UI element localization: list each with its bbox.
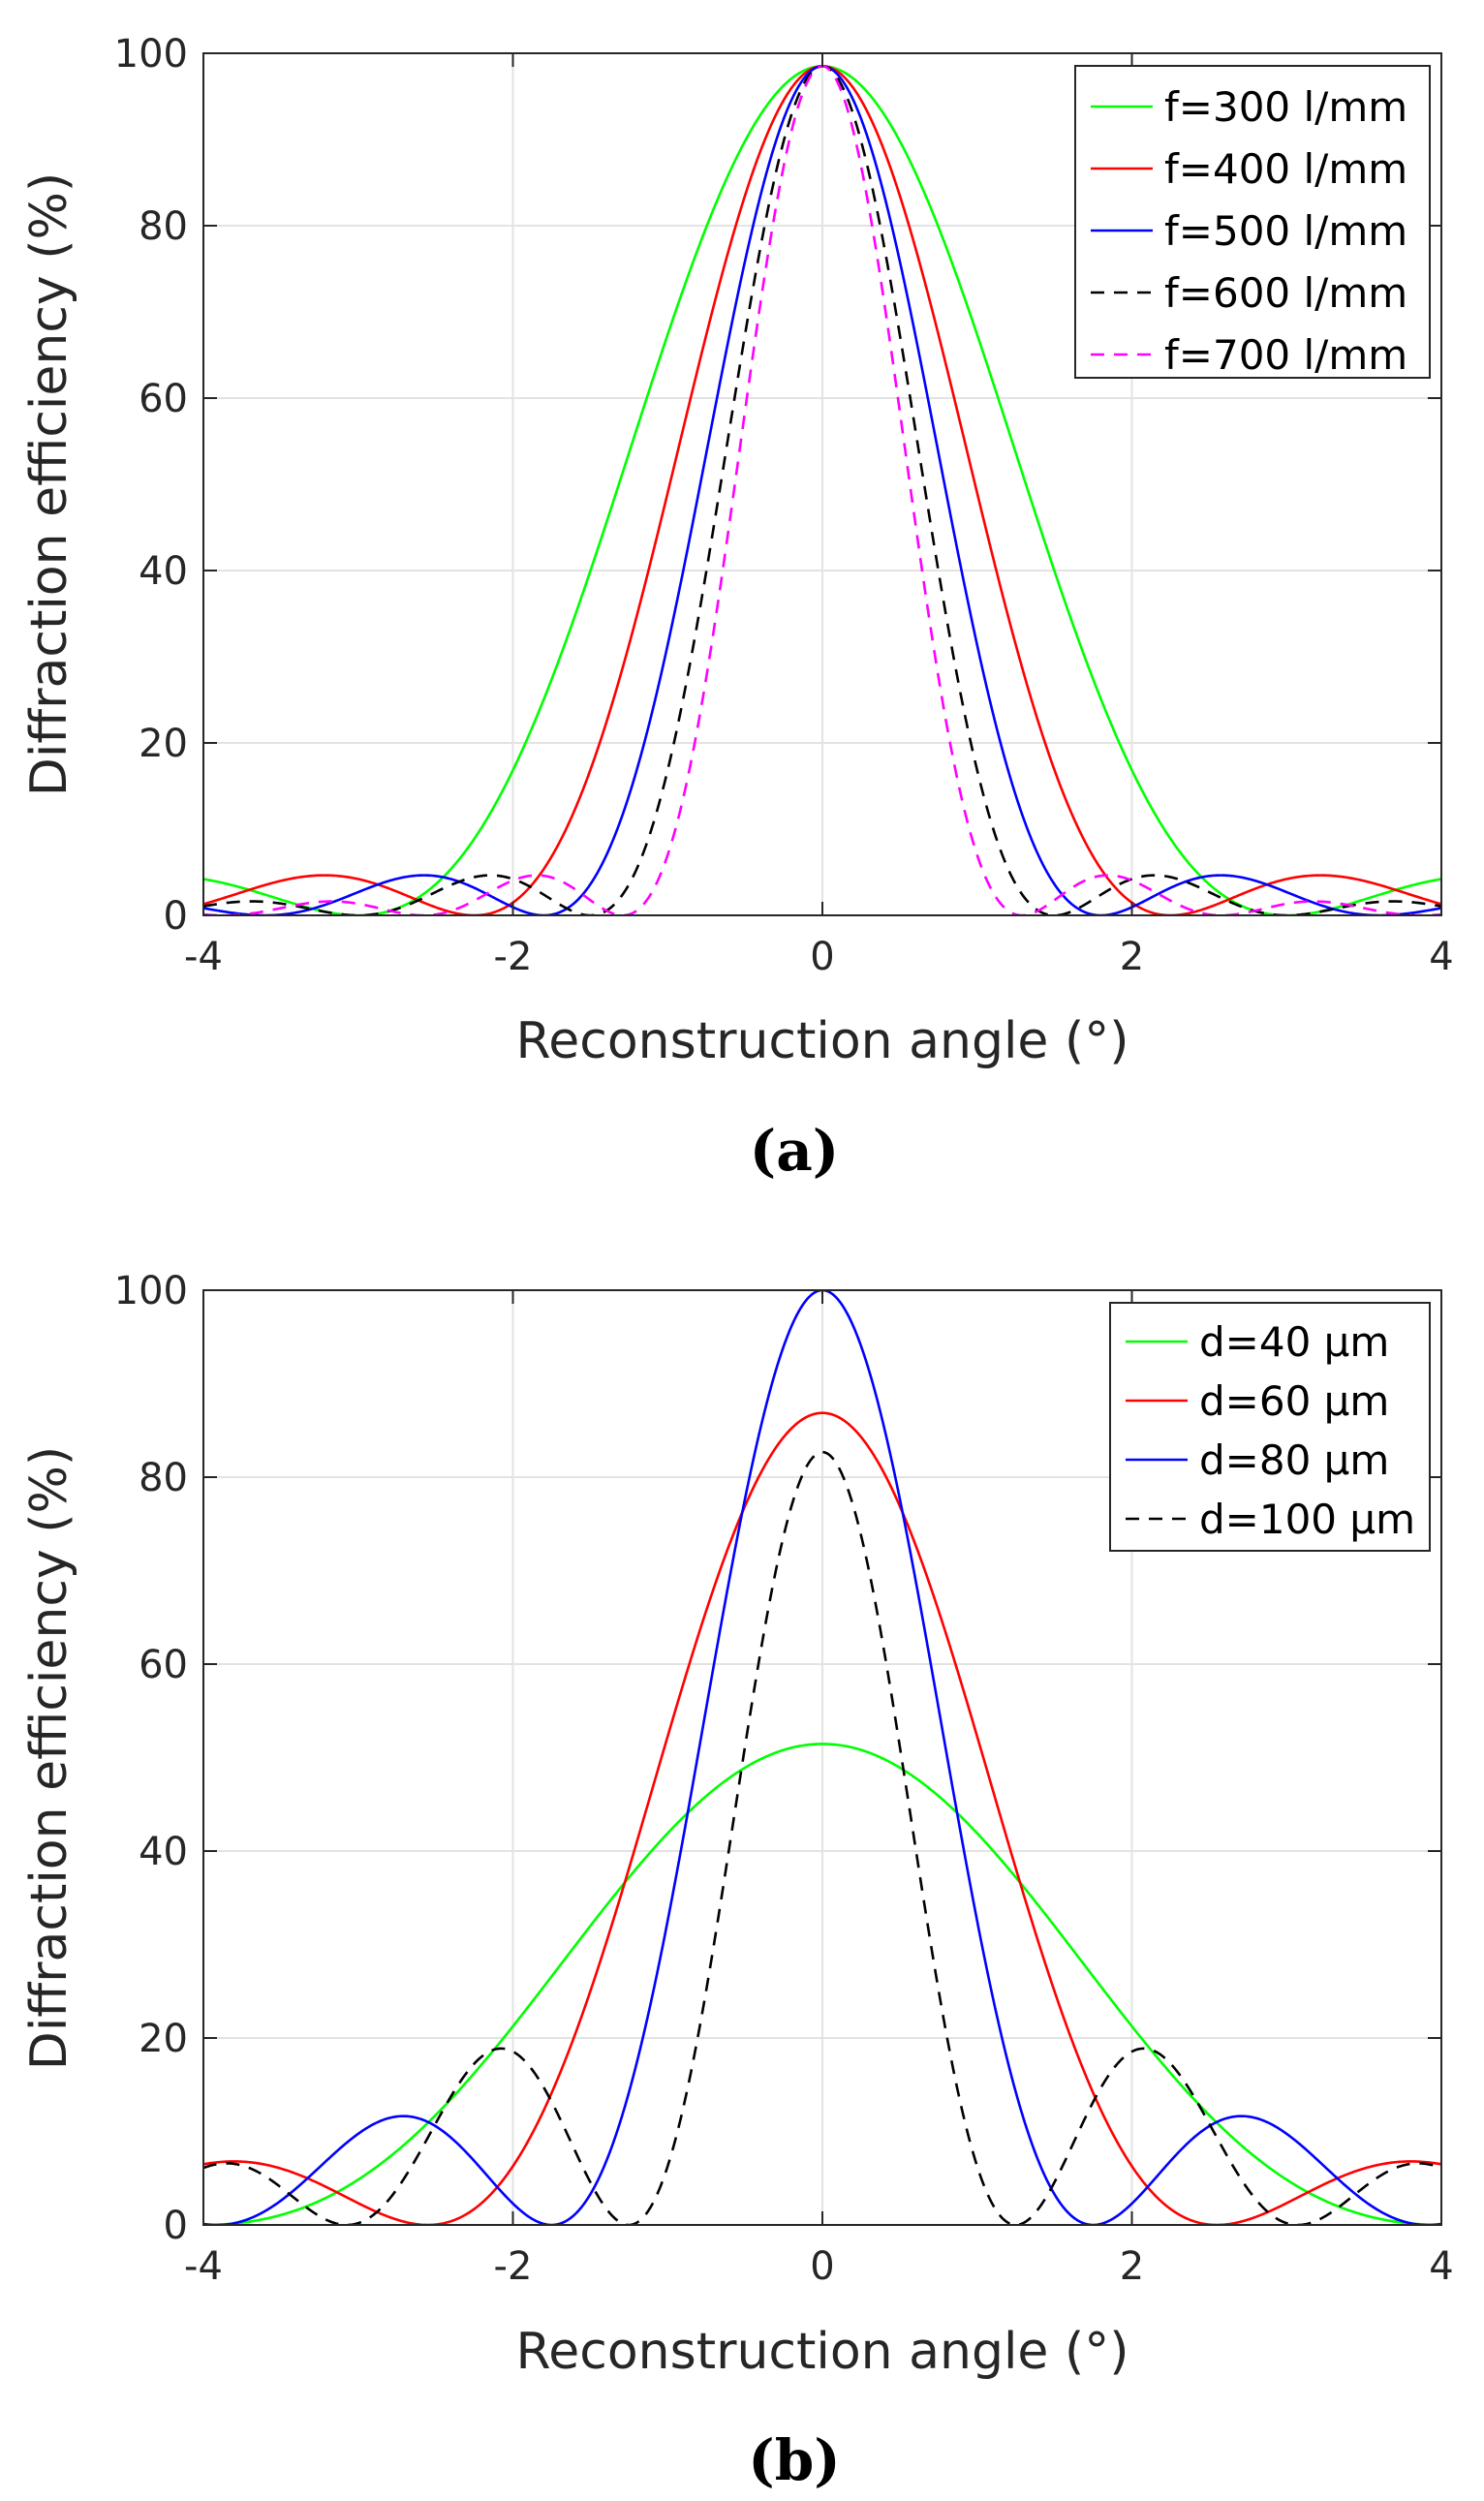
y-tick-label: 20 [139,722,188,766]
legend-entry: d=40 μm [1199,1318,1389,1366]
y-tick-label: 100 [114,1269,188,1313]
legend-entry: f=600 l/mm [1164,269,1407,317]
y-tick-label: 20 [139,2017,188,2061]
y-tick-label: 40 [139,549,188,594]
y-tick-label: 80 [139,1456,188,1500]
legend-entry: f=700 l/mm [1164,331,1407,379]
legend-entry: d=60 μm [1199,1377,1389,1425]
x-tick-label: 4 [1429,935,1453,979]
y-tick-label: 100 [114,32,188,77]
y-tick-label: 0 [164,2204,188,2248]
y-tick-label: 80 [139,204,188,249]
x-tick-label: -2 [494,2244,533,2289]
x-axis-label-a: Reconstruction angle (°) [515,1012,1128,1070]
x-tick-label: 0 [810,2244,834,2289]
x-tick-label: 4 [1429,2244,1453,2289]
x-tick-label: 2 [1120,935,1144,979]
caption-b: (b) [748,2427,840,2493]
y-tick-label: 60 [139,1643,188,1687]
y-tick-label: 60 [139,377,188,421]
y-tick-label: 40 [139,1830,188,1874]
legend-entry: f=400 l/mm [1164,145,1407,193]
legend-b: d=40 μm d=60 μm d=80 μm d=100 μm [1109,1302,1431,1552]
legend-entry: d=80 μm [1199,1436,1389,1484]
x-tick-label: 0 [810,935,834,979]
curves-b [203,1290,1441,2225]
legend-entry: d=100 μm [1199,1496,1415,1543]
y-tick-label: 0 [164,894,188,939]
x-tick-label: 2 [1120,2244,1144,2289]
y-axis-label-a: Diffraction efficiency (%) [20,172,78,796]
series-line-b-3 [203,1450,1441,2225]
legend-entry: f=300 l/mm [1164,83,1407,131]
legend-entry: f=500 l/mm [1164,207,1407,255]
series-line-b-2 [203,1290,1441,2225]
legend-box [1109,1302,1431,1552]
legend-a: f=300 l/mm f=400 l/mm f=500 l/mm f=600 l/mm… [1074,65,1431,379]
y-axis-label-b: Diffraction efficiency (%) [20,1446,78,2070]
grid-b [203,1290,1441,2225]
caption-a: (a) [750,1118,839,1184]
series-line-b-0 [203,1743,1441,2225]
x-tick-label: -4 [184,935,223,979]
series-line-b-1 [203,1411,1441,2225]
x-axis-label-b: Reconstruction angle (°) [515,2323,1128,2381]
x-tick-label: -2 [494,935,533,979]
legend-box [1074,65,1431,379]
x-tick-label: -4 [184,2244,223,2289]
